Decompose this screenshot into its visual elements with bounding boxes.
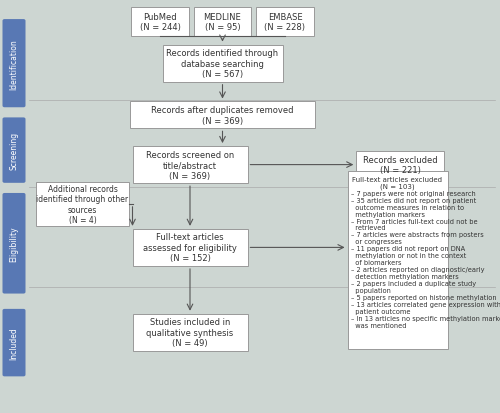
Text: Records excluded
(N = 221): Records excluded (N = 221)	[362, 156, 438, 175]
Text: Full-text articles excluded: Full-text articles excluded	[352, 176, 442, 182]
FancyBboxPatch shape	[256, 8, 314, 37]
Text: Screening: Screening	[10, 132, 18, 170]
Text: MEDLINE
(N = 95): MEDLINE (N = 95)	[204, 13, 242, 32]
Text: Records identified through
database searching
(N = 567): Records identified through database sear…	[166, 49, 278, 79]
Text: was mentioned: was mentioned	[351, 322, 406, 328]
Text: outcome measures in relation to: outcome measures in relation to	[351, 204, 464, 210]
Text: Additional records
identified through other
sources
(N = 4): Additional records identified through ot…	[36, 184, 128, 225]
Text: – 13 articles correlated gene expression with: – 13 articles correlated gene expression…	[351, 301, 500, 307]
FancyBboxPatch shape	[194, 8, 252, 37]
FancyBboxPatch shape	[130, 102, 315, 129]
FancyBboxPatch shape	[2, 20, 26, 108]
FancyBboxPatch shape	[2, 193, 26, 294]
Text: (N = 103): (N = 103)	[380, 183, 415, 190]
Text: – 2 papers included a duplicate study: – 2 papers included a duplicate study	[351, 280, 476, 286]
Text: Eligibility: Eligibility	[10, 226, 18, 261]
Text: – 35 articles did not report on patient: – 35 articles did not report on patient	[351, 197, 476, 203]
FancyBboxPatch shape	[132, 314, 248, 351]
FancyBboxPatch shape	[162, 45, 282, 83]
Text: – 5 papers reported on histone methylation: – 5 papers reported on histone methylati…	[351, 294, 496, 300]
FancyBboxPatch shape	[356, 152, 444, 178]
Text: – 2 articles reported on diagnostic/early: – 2 articles reported on diagnostic/earl…	[351, 266, 484, 273]
FancyBboxPatch shape	[348, 171, 448, 349]
Text: – From 7 articles full-text could not be: – From 7 articles full-text could not be	[351, 218, 478, 224]
Text: – In 13 articles no specific methylation marker: – In 13 articles no specific methylation…	[351, 315, 500, 321]
Text: Included: Included	[10, 326, 18, 359]
Text: retrieved: retrieved	[351, 225, 386, 231]
Text: – 7 articles were abstracts from posters: – 7 articles were abstracts from posters	[351, 232, 484, 238]
Text: detection methylation markers: detection methylation markers	[351, 273, 459, 280]
FancyBboxPatch shape	[2, 309, 26, 377]
Text: of biomarkers: of biomarkers	[351, 260, 402, 266]
Text: EMBASE
(N = 228): EMBASE (N = 228)	[264, 13, 306, 32]
Text: methylation markers: methylation markers	[351, 211, 425, 217]
Text: Studies included in
qualitative synthesis
(N = 49): Studies included in qualitative synthesi…	[146, 318, 234, 347]
Text: Identification: Identification	[10, 39, 18, 89]
FancyBboxPatch shape	[132, 147, 248, 184]
Text: – 11 papers did not report on DNA: – 11 papers did not report on DNA	[351, 246, 465, 252]
FancyBboxPatch shape	[36, 183, 129, 226]
FancyBboxPatch shape	[132, 229, 248, 266]
Text: Full-text articles
assessed for eligibility
(N = 152): Full-text articles assessed for eligibil…	[143, 233, 237, 263]
FancyBboxPatch shape	[2, 118, 26, 183]
Text: population: population	[351, 287, 391, 293]
Text: or congresses: or congresses	[351, 239, 402, 245]
Text: PubMed
(N = 244): PubMed (N = 244)	[140, 13, 180, 32]
FancyBboxPatch shape	[131, 8, 189, 37]
Text: patient outcome: patient outcome	[351, 308, 410, 314]
Text: Records after duplicates removed
(N = 369): Records after duplicates removed (N = 36…	[151, 106, 294, 125]
Text: Records screened on
title/abstract
(N = 369): Records screened on title/abstract (N = …	[146, 150, 234, 180]
Text: – 7 papers were not original research: – 7 papers were not original research	[351, 190, 476, 196]
Text: methylation or not in the context: methylation or not in the context	[351, 253, 467, 259]
